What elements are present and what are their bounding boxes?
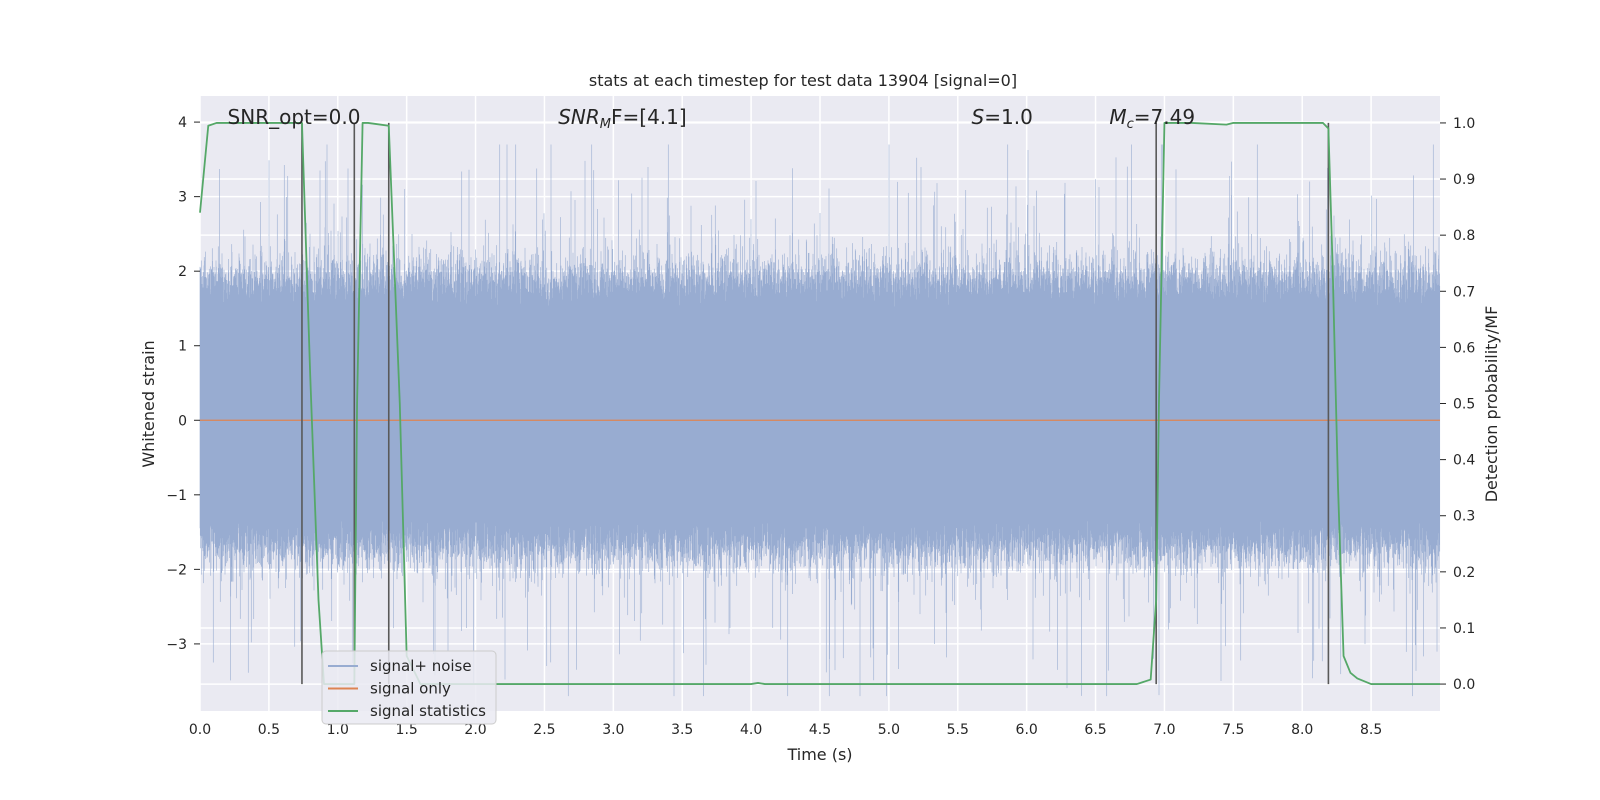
- y-tick-label: 0: [178, 413, 187, 429]
- annotation-text: SNRMF=[4.1]: [558, 105, 686, 132]
- x-tick-label: 3.0: [602, 722, 624, 738]
- y2-tick-label: 0.4: [1453, 453, 1475, 469]
- annotation-text: S=1.0: [972, 105, 1033, 129]
- x-axis-label: Time (s): [786, 745, 852, 764]
- annotation-value: =1.0: [984, 105, 1033, 129]
- annotation-main: S: [972, 105, 985, 129]
- x-tick-label: 0.5: [258, 722, 280, 738]
- legend-label: signal statistics: [370, 702, 486, 720]
- annotation-main: M: [1109, 105, 1126, 129]
- annotation-main: SNR: [558, 105, 600, 129]
- x-tick-label: 5.5: [947, 722, 969, 738]
- y2-tick-label: 0.3: [1453, 509, 1475, 525]
- x-tick-label: 5.0: [878, 722, 900, 738]
- x-tick-label: 1.0: [327, 722, 349, 738]
- x-axis-ticks: 0.0 0.5 1.0 1.5 2.0 2.5 3.0 3.5 4.0 4.5 5.0 5.5 6.0 6…: [189, 722, 1382, 738]
- chart-title: stats at each timestep for test data 139…: [589, 71, 1017, 90]
- signal-statistics-series: [199, 122, 1440, 685]
- y2-tick-label: 0.1: [1453, 621, 1475, 637]
- y-tick-label: 4: [178, 115, 187, 131]
- signal-statistics-line: [199, 122, 1440, 685]
- y-tick-label: 3: [178, 190, 187, 206]
- x-tick-label: 3.5: [671, 722, 693, 738]
- legend-label: signal+ noise: [370, 657, 472, 675]
- annotation-text: Mc=7.49: [1109, 105, 1195, 132]
- x-tick-label: 7.5: [1222, 722, 1244, 738]
- y-axis-ticks: 4 3 2 1 0 −1 −2 −3: [166, 115, 200, 653]
- y2-tick-label: 0.8: [1453, 228, 1475, 244]
- x-tick-label: 8.0: [1291, 722, 1313, 738]
- y2-tick-label: 0.5: [1453, 397, 1475, 413]
- annotation-subscript: M: [600, 117, 611, 132]
- y-tick-label: −2: [166, 562, 187, 578]
- signal-noise-series: [199, 144, 1441, 697]
- y2-axis-label: Detection probability/MF: [1482, 306, 1501, 503]
- annotations: SNR_opt=0.0 SNRMF=[4.1] S=1.0 Mc=7.49: [228, 105, 1195, 132]
- legend-label: signal only: [370, 680, 451, 698]
- y-tick-label: 1: [178, 339, 187, 355]
- y2-tick-label: 0.6: [1453, 340, 1475, 356]
- annotation-subscript: c: [1127, 117, 1134, 132]
- x-tick-label: 6.0: [1016, 722, 1038, 738]
- y2-axis-ticks: 1.0 0.9 0.8 0.7 0.6 0.5 0.4 0.3 0.2 0.1 0.0: [1440, 116, 1475, 693]
- annotation-value: =7.49: [1134, 105, 1195, 129]
- signal-noise-line: [199, 144, 1441, 697]
- y2-tick-label: 0.0: [1453, 677, 1475, 693]
- annotation-main: SNR_opt=0.0: [228, 105, 361, 129]
- x-tick-label: 2.5: [533, 722, 555, 738]
- legend-box: [321, 650, 497, 725]
- y-tick-label: −1: [166, 488, 187, 504]
- x-tick-label: 7.0: [1153, 722, 1175, 738]
- y2-tick-label: 0.7: [1453, 284, 1475, 300]
- x-tick-label: 8.5: [1360, 722, 1382, 738]
- x-tick-label: 4.0: [740, 722, 762, 738]
- y2-tick-label: 0.2: [1453, 565, 1475, 581]
- y-tick-label: −3: [166, 637, 187, 653]
- y2-tick-label: 1.0: [1453, 116, 1475, 132]
- annotation-value: F=[4.1]: [611, 105, 687, 129]
- x-tick-label: 1.5: [396, 722, 418, 738]
- x-tick-label: 6.5: [1084, 722, 1106, 738]
- annotation-text: SNR_opt=0.0: [228, 105, 361, 129]
- x-tick-label: 4.5: [809, 722, 831, 738]
- x-tick-label: 0.0: [189, 722, 211, 738]
- legend: signal+ noise signal only signal statistic…: [321, 650, 497, 725]
- y2-tick-label: 0.9: [1453, 172, 1475, 188]
- y-axis-label: Whitened strain: [139, 340, 158, 467]
- y-tick-label: 2: [178, 264, 187, 280]
- x-tick-label: 2.0: [464, 722, 486, 738]
